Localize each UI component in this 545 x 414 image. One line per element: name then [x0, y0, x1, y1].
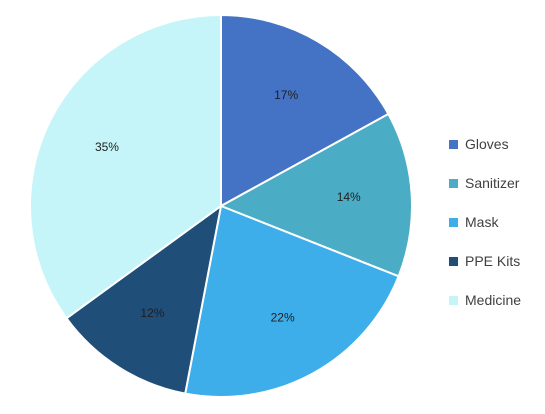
legend-label-sanitizer: Sanitizer [465, 175, 520, 191]
legend-label-gloves: Gloves [465, 136, 509, 152]
legend-label-ppe-kits: PPE Kits [465, 253, 521, 269]
pie-slice-gloves [220, 14, 390, 207]
pie-slice-medicine [29, 14, 222, 320]
legend-swatch-sanitizer [449, 178, 458, 188]
legend-item-medicine: Medicine [449, 287, 541, 313]
data-label-mask: 22% [271, 310, 295, 324]
legend-swatch-ppe-kits [449, 256, 458, 266]
legend-item-ppe-kits: PPE Kits [449, 248, 541, 274]
data-label-gloves: 17% [274, 88, 298, 102]
pie-data-labels: 17% 14% 22% 12% 35% [95, 88, 361, 324]
legend-label-medicine: Medicine [465, 292, 522, 308]
pie-slice-mask [184, 205, 400, 398]
legend-swatch-medicine [449, 295, 458, 305]
pie-slice-sanitizer [220, 112, 413, 278]
legend-swatch-gloves [449, 139, 458, 149]
data-label-medicine: 35% [95, 140, 119, 154]
legend-item-mask: Mask [449, 209, 541, 235]
legend-item-gloves: Gloves [449, 131, 541, 157]
chart-legend: Gloves Sanitizer Mask PPE Kits Medicine [449, 131, 541, 326]
legend-label-mask: Mask [465, 214, 499, 230]
pie-slice-ppe-kits [65, 205, 222, 395]
legend-item-sanitizer: Sanitizer [449, 170, 541, 196]
legend-swatch-mask [449, 217, 458, 227]
data-label-ppe-kits: 12% [140, 306, 164, 320]
data-label-sanitizer: 14% [337, 190, 361, 204]
pie-slices [29, 14, 413, 398]
